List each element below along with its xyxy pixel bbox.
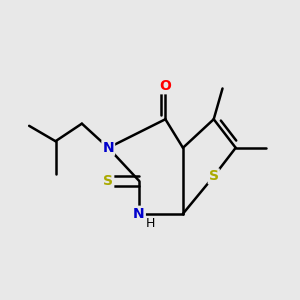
Text: N: N (102, 141, 114, 155)
Text: N: N (133, 207, 145, 221)
Text: H: H (145, 217, 155, 230)
Text: S: S (103, 174, 113, 188)
Text: O: O (159, 79, 171, 93)
Text: S: S (209, 169, 219, 183)
